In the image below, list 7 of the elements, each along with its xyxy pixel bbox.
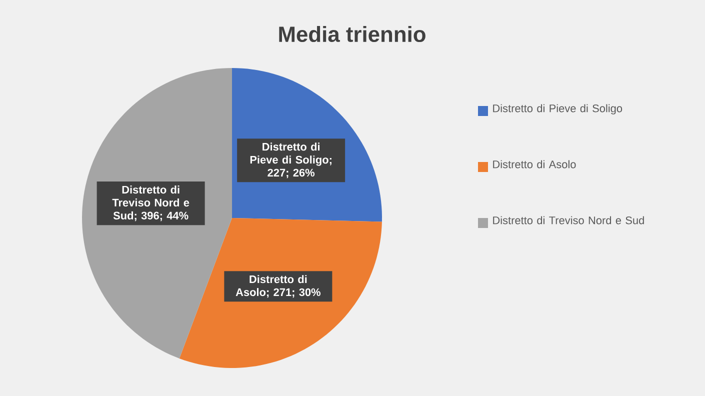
legend-label: Distretto di Asolo bbox=[493, 160, 576, 168]
data-label: Distretto di Asolo; 271; 30% bbox=[236, 275, 321, 298]
data-label: Distretto di Pieve di Soligo; 227; 26% bbox=[250, 142, 332, 178]
legend-label: Distretto di Pieve di Soligo bbox=[493, 104, 622, 114]
legend-label: Distretto di Treviso Nord e Sud bbox=[493, 216, 644, 224]
chart-title: Media triennio bbox=[279, 26, 426, 42]
data-label: Distretto di Treviso Nord e Sud; 396; 44% bbox=[112, 186, 190, 222]
